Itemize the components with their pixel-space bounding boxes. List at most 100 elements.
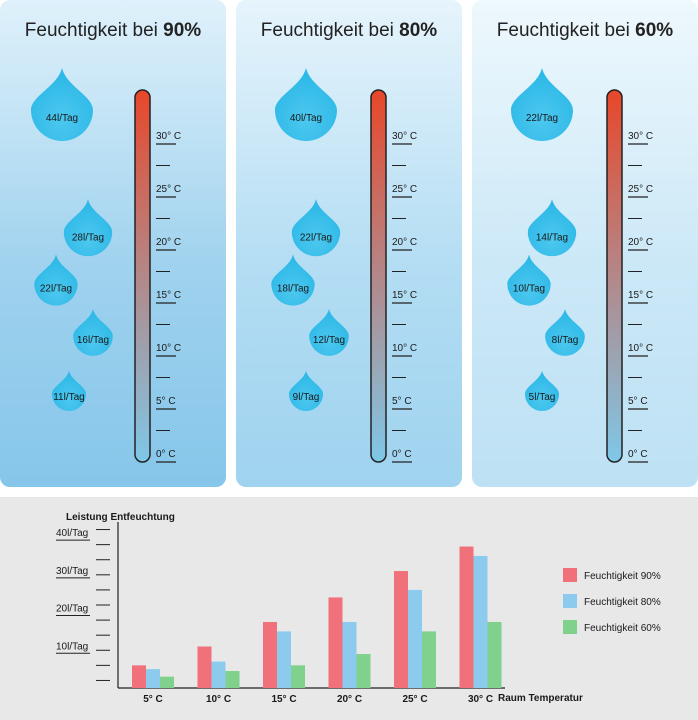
x-tick-label: 15° C [271,694,296,705]
drop-label: 40l/Tag [290,113,322,124]
y-tick-label: 10l/Tag [56,641,88,652]
temperature-label: 10° C [156,343,181,354]
bar [146,669,160,688]
water-drop [511,67,573,141]
panel-graphic: 44l/Tag 28l/Tag 22l/Tag 16l/Tag 11l/Tag 30° C… [31,67,181,463]
bar [328,597,343,688]
bar [277,631,291,688]
drop-label: 22l/Tag [526,113,558,124]
water-drop [34,254,78,306]
bar [422,631,436,688]
bar [225,671,240,688]
temperature-label: 25° C [392,184,417,195]
bar-chart-panel: Leistung Entfeuchtung 10l/Tag 20l/Tag 30l/T… [0,497,698,720]
temperature-label: 5° C [628,396,648,407]
humidity-panel-80: Feuchtigkeit bei 80% 40l/Tag 22l/Tag 18l/T… [236,0,462,487]
drop-label: 22l/Tag [40,284,72,295]
temperature-label: 30° C [628,131,653,142]
thermometer-tube [370,89,387,463]
water-drop [271,254,315,306]
bar [459,546,474,688]
bar [408,589,422,688]
x-axis-label: Raum Temperatur [498,693,583,704]
legend-label: Feuchtigkeit 80% [584,597,661,608]
drop-label: 18l/Tag [277,284,309,295]
legend-swatch [563,568,577,582]
water-drop [524,370,560,412]
drop-label: 14l/Tag [536,232,568,243]
x-tick-label: 5° C [143,694,163,705]
x-tick-label: 25° C [402,694,427,705]
bar [356,654,371,688]
water-drop [291,199,341,257]
x-tick-label: 10° C [206,694,231,705]
water-drop [63,199,113,257]
water-drop [527,199,577,257]
bar [197,646,212,688]
panel-graphic: 22l/Tag 14l/Tag 10l/Tag 8l/Tag 5l/Tag 30° C 25… [507,67,653,463]
water-drop [51,370,87,412]
panel-graphic: 40l/Tag 22l/Tag 18l/Tag 12l/Tag 9l/Tag 30° C 2… [271,67,417,463]
temperature-label: 0° C [156,449,176,460]
drop-label: 9l/Tag [293,392,320,403]
water-drop [309,309,349,356]
water-drop [275,67,337,141]
temperature-label: 0° C [628,449,648,460]
temperature-label: 10° C [628,343,653,354]
bar-chart: Leistung Entfeuchtung 10l/Tag 20l/Tag 30l/T… [56,512,661,705]
bar [394,571,408,688]
temperature-label: 0° C [392,449,412,460]
panel-title: Feuchtigkeit bei 60% [496,20,674,41]
chart-title: Leistung Entfeuchtung [66,512,175,523]
y-tick-label: 20l/Tag [56,604,88,615]
temperature-label: 20° C [156,237,181,248]
drop-label: 10l/Tag [513,284,545,295]
y-tick-label: 30l/Tag [56,566,88,577]
panel-title: Feuchtigkeit bei 80% [260,20,438,41]
legend-label: Feuchtigkeit 90% [584,571,661,582]
water-drop [73,309,113,356]
temperature-label: 30° C [156,131,181,142]
water-drop [545,309,585,356]
panel-title: Feuchtigkeit bei 90% [24,20,202,41]
temperature-label: 15° C [392,290,417,301]
thermometer-tube [134,89,151,463]
temperature-label: 15° C [628,290,653,301]
water-drop [288,370,324,412]
temperature-label: 10° C [392,343,417,354]
temperature-label: 5° C [392,396,412,407]
bar [211,661,226,688]
x-tick-label: 20° C [337,694,362,705]
temperature-label: 25° C [156,184,181,195]
bar [132,665,146,688]
water-drop [31,67,93,141]
bar [473,555,488,688]
temperature-label: 30° C [392,131,417,142]
legend-swatch [563,594,577,608]
bar [160,676,174,688]
temperature-label: 20° C [392,237,417,248]
drop-label: 44l/Tag [46,113,78,124]
drop-label: 8l/Tag [552,335,579,346]
drop-label: 5l/Tag [529,392,556,403]
drop-label: 11l/Tag [53,392,85,403]
bar [342,621,357,688]
water-drop [507,254,551,306]
drop-label: 12l/Tag [313,335,345,346]
temperature-label: 20° C [628,237,653,248]
y-tick-label: 40l/Tag [56,528,88,539]
legend-label: Feuchtigkeit 60% [584,623,661,634]
temperature-label: 5° C [156,396,176,407]
bar [263,621,277,688]
thermometer-tube [606,89,623,463]
temperature-label: 15° C [156,290,181,301]
bar [291,665,305,688]
humidity-panel-60: Feuchtigkeit bei 60% 22l/Tag 14l/Tag 10l/T… [472,0,698,487]
drop-label: 22l/Tag [300,232,332,243]
legend-swatch [563,620,577,634]
bar [487,621,502,688]
x-tick-label: 30° C [468,694,493,705]
temperature-label: 25° C [628,184,653,195]
drop-label: 16l/Tag [77,335,109,346]
drop-label: 28l/Tag [72,232,104,243]
